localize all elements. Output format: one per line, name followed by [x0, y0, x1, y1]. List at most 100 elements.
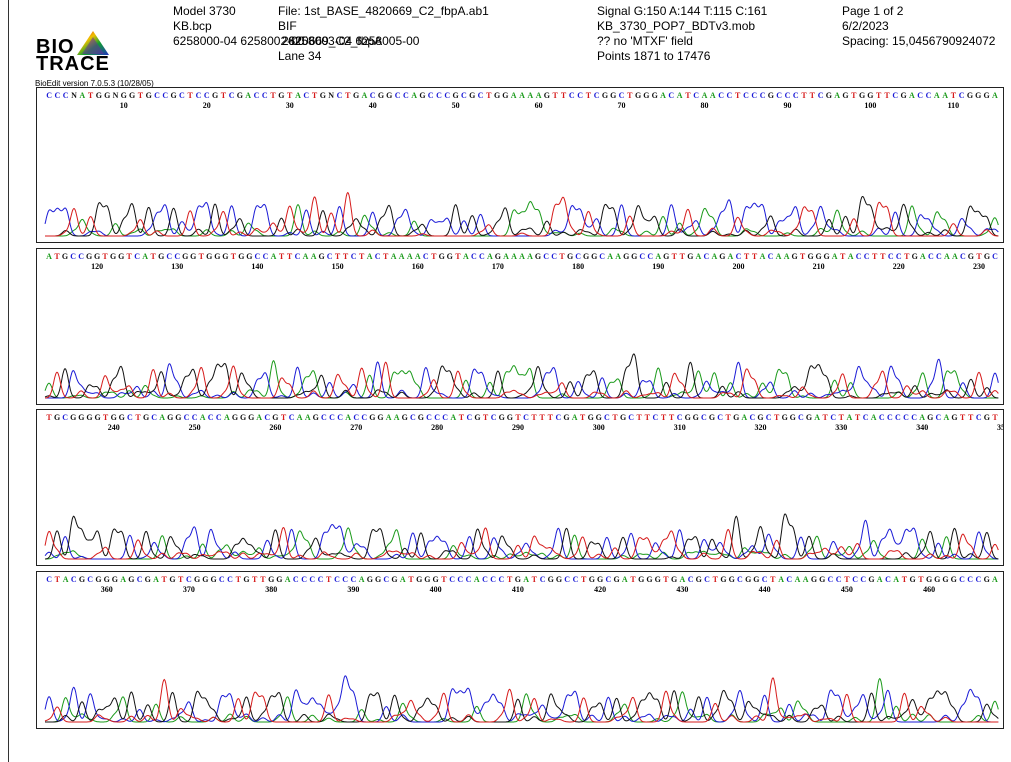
base-call: G [416, 575, 422, 584]
base-call: A [359, 575, 365, 584]
biotrace-logo: BIO TRACE [36, 30, 146, 90]
base-call: C [395, 91, 401, 100]
base-call: C [736, 252, 742, 261]
base-call: G [596, 413, 602, 422]
base-call: C [639, 252, 645, 261]
base-call: G [687, 252, 693, 261]
position-tick-label: 390 [347, 585, 359, 594]
base-call: A [120, 575, 126, 584]
base-call: C [885, 575, 891, 584]
base-call: T [680, 252, 686, 261]
base-call: T [188, 91, 194, 100]
base-call: C [329, 413, 335, 422]
base-call: A [834, 91, 840, 100]
base-call: C [818, 91, 824, 100]
base-call: A [615, 252, 621, 261]
base-call: C [677, 413, 683, 422]
base-call: C [479, 252, 485, 261]
base-call: G [86, 252, 92, 261]
base-call: C [936, 413, 942, 422]
base-call: G [70, 413, 76, 422]
position-tick-label: 140 [251, 262, 263, 271]
base-call: A [680, 575, 686, 584]
base-call: G [631, 252, 637, 261]
base-call: C [403, 91, 409, 100]
base-call: T [252, 575, 258, 584]
base-call: G [170, 91, 176, 100]
base-call: T [801, 91, 807, 100]
base-call: C [219, 575, 225, 584]
base-call: C [70, 252, 76, 261]
position-tick-label: 350 [997, 423, 1003, 432]
base-call: C [263, 252, 269, 261]
base-call: G [720, 575, 726, 584]
base-call: A [159, 413, 165, 422]
trace-C [44, 675, 999, 723]
position-tick-label: 300 [593, 423, 605, 432]
base-call: G [696, 575, 702, 584]
position-tick-label: 190 [652, 262, 664, 271]
base-call: T [483, 413, 489, 422]
base-call: G [544, 91, 550, 100]
position-tick-label: 270 [350, 423, 362, 432]
base-call: T [281, 413, 287, 422]
base-call: C [295, 252, 301, 261]
base-call: G [588, 413, 594, 422]
base-call: C [959, 91, 965, 100]
trace-G [44, 513, 999, 560]
base-call: C [478, 91, 484, 100]
base-call: A [893, 575, 899, 584]
base-call: C [575, 252, 581, 261]
base-call: G [439, 252, 445, 261]
base-call: C [564, 575, 570, 584]
base-call: T [637, 413, 643, 422]
base-call: C [196, 91, 202, 100]
base-call: G [190, 252, 196, 261]
base-call: C [444, 91, 450, 100]
header-page-info: Page 1 of 2 6/2/2023 Spacing: 15,0456790… [842, 4, 995, 49]
base-call: T [774, 413, 780, 422]
base-call: A [311, 252, 317, 261]
base-call: C [337, 91, 343, 100]
base-call: G [623, 252, 629, 261]
position-tick-label: 150 [332, 262, 344, 271]
base-call: A [741, 413, 747, 422]
base-call: G [182, 252, 188, 261]
base-call: T [851, 91, 857, 100]
base-call: A [295, 91, 301, 100]
base-call: C [718, 91, 724, 100]
base-call: A [728, 252, 734, 261]
base-call: C [192, 413, 198, 422]
base-call: A [362, 91, 368, 100]
base-call: C [556, 413, 562, 422]
base-call: C [471, 252, 477, 261]
base-call: C [936, 252, 942, 261]
base-call: T [102, 252, 108, 261]
base-call: A [224, 413, 230, 422]
base-call: A [919, 413, 925, 422]
base-call: A [660, 91, 666, 100]
base-call: G [984, 252, 990, 261]
base-call: T [904, 252, 910, 261]
base-call: G [563, 413, 569, 422]
base-call: T [326, 575, 332, 584]
base-call: T [287, 252, 293, 261]
base-call: T [312, 91, 318, 100]
base-call: T [855, 413, 861, 422]
base-call: G [733, 413, 739, 422]
base-call: C [668, 91, 674, 100]
base-call: T [672, 252, 678, 261]
base-call: C [704, 252, 710, 261]
base-call: T [459, 413, 465, 422]
trace-C [44, 519, 999, 560]
file-line: File: 1st_BASE_4820669_C2_fbpA.ab1 [278, 4, 489, 18]
base-call: C [127, 413, 133, 422]
base-call: C [830, 413, 836, 422]
base-call: A [245, 91, 251, 100]
base-call: C [785, 91, 791, 100]
base-call: T [138, 91, 144, 100]
base-call: G [753, 575, 759, 584]
base-call: C [467, 413, 473, 422]
